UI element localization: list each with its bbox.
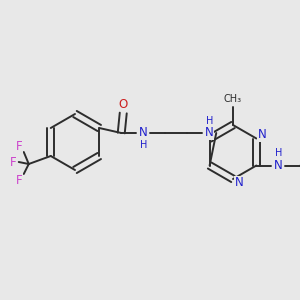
Text: N: N bbox=[139, 127, 148, 140]
Text: O: O bbox=[118, 98, 128, 110]
Text: N: N bbox=[235, 176, 243, 190]
Text: F: F bbox=[15, 173, 22, 187]
Text: F: F bbox=[9, 155, 16, 169]
Text: N: N bbox=[205, 127, 214, 140]
Text: H: H bbox=[140, 140, 147, 150]
Text: H: H bbox=[206, 116, 213, 126]
Text: N: N bbox=[258, 128, 267, 141]
Text: N: N bbox=[274, 159, 283, 172]
Text: H: H bbox=[275, 148, 282, 158]
Text: F: F bbox=[15, 140, 22, 152]
Text: CH₃: CH₃ bbox=[224, 94, 242, 104]
